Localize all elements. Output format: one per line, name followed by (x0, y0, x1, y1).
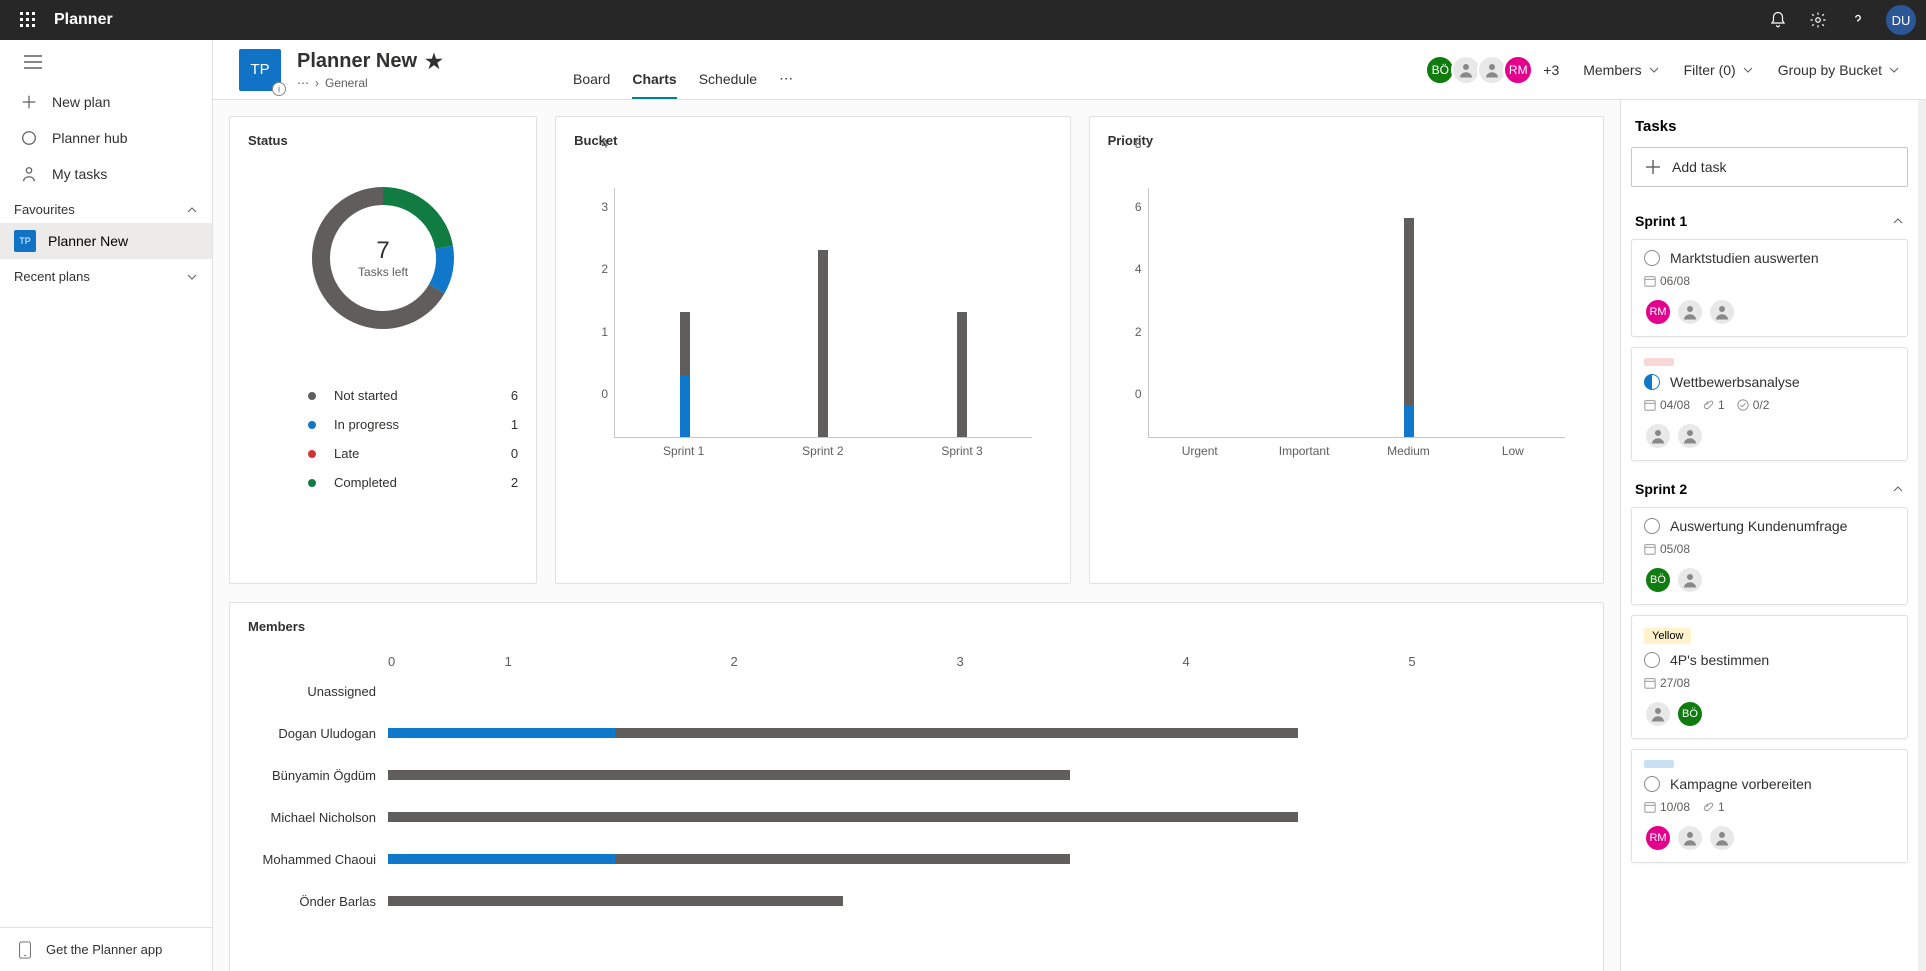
calendar-icon (1644, 399, 1656, 411)
avatar[interactable] (1676, 566, 1704, 594)
status-circle-icon[interactable] (1644, 652, 1660, 668)
chevron-up-icon (1892, 215, 1904, 227)
chevron-down-icon (1742, 64, 1754, 76)
status-legend: Not started6 In progress1 Late0 Completed2 (248, 388, 518, 490)
nav-new-plan[interactable]: New plan (0, 84, 212, 120)
status-circle-icon[interactable] (1644, 518, 1660, 534)
members-dropdown[interactable]: Members (1583, 62, 1659, 78)
plan-title: Planner New ★ (297, 49, 443, 74)
plan-badge: TP i (239, 49, 281, 91)
tasks-panel: Tasks Add task Sprint 1Marktstudien ausw… (1620, 100, 1918, 971)
tab-schedule[interactable]: Schedule (699, 71, 757, 99)
plan-header: TP i Planner New ★ ⋯ › General Board Cha… (213, 40, 1926, 100)
sprint-header[interactable]: Sprint 2 (1631, 471, 1908, 507)
plan-name: Planner New (48, 233, 128, 249)
avatar[interactable] (1644, 700, 1672, 728)
attachment-icon (1702, 801, 1714, 813)
nav-label: Planner hub (52, 130, 128, 146)
more-members-count[interactable]: +3 (1543, 62, 1559, 78)
status-circle-icon[interactable] (1644, 250, 1660, 266)
calendar-icon (1644, 543, 1656, 555)
chevron-down-icon (1648, 64, 1660, 76)
app-name: Planner (54, 11, 113, 29)
avatar[interactable]: RM (1644, 298, 1672, 326)
tab-charts[interactable]: Charts (632, 71, 676, 99)
status-circle-icon[interactable] (1644, 776, 1660, 792)
card-members: Members 012345UnassignedDogan UludoganBü… (229, 602, 1604, 971)
notifications-icon[interactable] (1758, 0, 1798, 40)
status-donut: 7 Tasks left (303, 178, 463, 338)
bucket-chart: 01234Sprint 1Sprint 2Sprint 3 (614, 188, 1031, 468)
info-icon[interactable]: i (272, 82, 286, 96)
task-card[interactable]: Yellow4P's bestimmen27/08BÖ (1631, 615, 1908, 739)
star-icon[interactable]: ★ (425, 49, 443, 74)
get-app-link[interactable]: Get the Planner app (0, 927, 212, 971)
legend-item: Late0 (308, 446, 518, 461)
plus-icon (1646, 160, 1660, 174)
avatar[interactable] (1676, 422, 1704, 450)
task-card[interactable]: Auswertung Kundenumfrage05/08BÖ (1631, 507, 1908, 605)
plan-icon: TP (14, 230, 36, 252)
card-status: Status 7 Tasks left Not started6In progr… (229, 116, 537, 584)
task-card[interactable]: Kampagne vorbereiten10/081RM (1631, 749, 1908, 863)
card-priority: Priority 02468UrgentImportantMediumLow (1089, 116, 1604, 584)
avatar[interactable]: RM (1644, 824, 1672, 852)
legend-item: In progress1 (308, 417, 518, 432)
nav-label: New plan (52, 94, 110, 110)
avatar[interactable]: RM (1503, 55, 1533, 85)
calendar-icon (1644, 677, 1656, 689)
member-row: Michael Nicholson (388, 796, 1525, 838)
avatar[interactable] (1676, 824, 1704, 852)
attachment-icon (1702, 399, 1714, 411)
chevron-up-icon (1892, 483, 1904, 495)
calendar-icon (1644, 275, 1656, 287)
chevron-up-icon (186, 204, 198, 216)
member-row: Dogan Uludogan (388, 712, 1525, 754)
sprint-header[interactable]: Sprint 1 (1631, 203, 1908, 239)
avatar[interactable] (1644, 422, 1672, 450)
tab-more-icon[interactable]: ⋯ (779, 70, 793, 99)
tab-board[interactable]: Board (573, 71, 610, 99)
member-row: Mohammed Chaoui (388, 838, 1525, 880)
user-avatar[interactable]: DU (1886, 5, 1916, 35)
sidebar: New plan Planner hub My tasks Favourites… (0, 40, 213, 971)
member-avatars[interactable]: BÖRM (1429, 55, 1533, 85)
member-row: Önder Barlas (388, 880, 1525, 922)
task-card[interactable]: Wettbewerbsanalyse04/0810/2 (1631, 347, 1908, 461)
avatar[interactable]: BÖ (1676, 700, 1704, 728)
sidebar-plan-item[interactable]: TP Planner New (0, 223, 212, 259)
avatar[interactable] (1708, 824, 1736, 852)
nav-my-tasks[interactable]: My tasks (0, 156, 212, 192)
add-task-button[interactable]: Add task (1631, 147, 1908, 187)
sidebar-toggle-icon[interactable] (0, 40, 212, 84)
status-circle-icon[interactable] (1644, 374, 1660, 390)
avatar[interactable]: BÖ (1644, 566, 1672, 594)
chevron-down-icon (1888, 64, 1900, 76)
breadcrumb[interactable]: ⋯ › General (297, 76, 443, 90)
avatar[interactable] (1708, 298, 1736, 326)
checklist-icon (1737, 399, 1749, 411)
topbar: Planner DU (0, 0, 1926, 40)
filter-dropdown[interactable]: Filter (0) (1684, 62, 1754, 78)
nav-planner-hub[interactable]: Planner hub (0, 120, 212, 156)
priority-chart: 02468UrgentImportantMediumLow (1148, 188, 1565, 468)
nav-section-favourites[interactable]: Favourites (0, 192, 212, 223)
members-chart: 012345UnassignedDogan UludoganBünyamin Ö… (388, 654, 1525, 922)
settings-icon[interactable] (1798, 0, 1838, 40)
avatar[interactable] (1676, 298, 1704, 326)
member-row: Bünyamin Ögdüm (388, 754, 1525, 796)
more-icon[interactable]: ⋯ (297, 76, 309, 90)
nav-section-recent[interactable]: Recent plans (0, 259, 212, 290)
legend-item: Not started6 (308, 388, 518, 403)
help-icon[interactable] (1838, 0, 1878, 40)
card-bucket: Bucket 01234Sprint 1Sprint 2Sprint 3 (555, 116, 1070, 584)
groupby-dropdown[interactable]: Group by Bucket (1778, 62, 1900, 78)
member-row: Unassigned (388, 670, 1525, 712)
task-card[interactable]: Marktstudien auswerten06/08RM (1631, 239, 1908, 337)
calendar-icon (1644, 801, 1656, 813)
nav-label: My tasks (52, 166, 107, 182)
legend-item: Completed2 (308, 475, 518, 490)
app-launcher-icon[interactable] (10, 2, 46, 38)
chevron-down-icon (186, 271, 198, 283)
